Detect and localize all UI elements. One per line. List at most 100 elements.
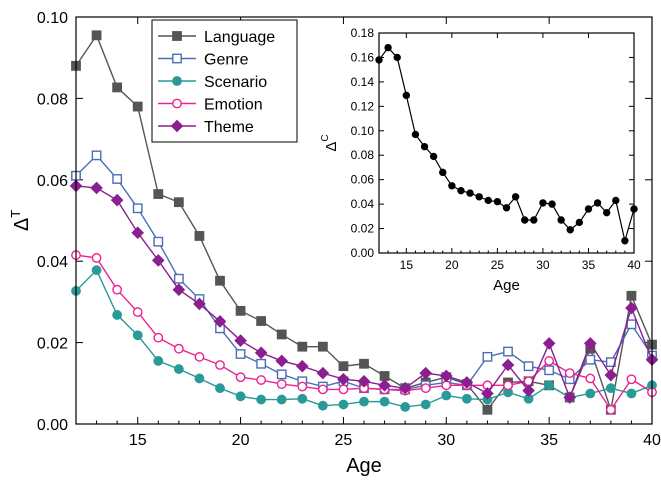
main-data-point xyxy=(605,404,616,415)
main-data-point xyxy=(441,390,452,401)
main-data-point xyxy=(563,391,577,404)
main-data-point xyxy=(605,383,616,394)
main-data-point xyxy=(112,82,123,93)
main-x-tick-label: 15 xyxy=(129,432,147,449)
inset-data-point xyxy=(493,197,502,206)
main-data-point xyxy=(254,346,268,360)
main-data-point xyxy=(297,341,308,352)
main-data-point xyxy=(338,384,349,395)
main-data-point xyxy=(276,379,287,390)
main-data-point xyxy=(583,337,597,350)
inset-y-axis-label-main: Δ xyxy=(323,142,340,152)
inset-data-point xyxy=(384,43,392,52)
main-data-point xyxy=(151,254,165,267)
main-data-point xyxy=(173,364,184,374)
main-frame xyxy=(75,16,653,425)
legend-item-emotion: Emotion xyxy=(158,97,263,114)
main-data-point xyxy=(215,360,225,370)
inset-data-point xyxy=(602,208,611,217)
main-x-tick-label: 30 xyxy=(437,432,455,449)
main-data-point xyxy=(357,374,371,388)
main-data-point xyxy=(132,330,143,341)
main-data-point xyxy=(564,368,575,379)
legend-item-theme: Theme xyxy=(158,119,254,136)
inset-data-point xyxy=(566,226,574,234)
main-data-point xyxy=(585,354,596,365)
inset-data-point xyxy=(411,130,420,139)
inset-data-point xyxy=(393,53,401,62)
main-data-point xyxy=(337,372,350,386)
main-data-point xyxy=(275,354,289,368)
main-data-point xyxy=(132,101,143,112)
inset-y-axis-label-superscript: C xyxy=(320,134,331,141)
legend: Language Genre Scenario Emotion Theme xyxy=(151,19,298,143)
main-data-point xyxy=(91,150,102,161)
main-data-point xyxy=(420,383,431,394)
inset-y-tick-label: 0.02 xyxy=(351,222,375,236)
inset-data-point xyxy=(584,205,593,213)
inset-y-tick-label: 0.06 xyxy=(351,173,375,187)
main-x-tick-label: 35 xyxy=(540,432,558,449)
main-data-point xyxy=(91,253,102,263)
main-data-point xyxy=(501,358,515,372)
main-data-point xyxy=(295,359,309,373)
legend-marker xyxy=(172,53,182,64)
inset-data-point xyxy=(575,218,584,227)
main-data-point xyxy=(194,351,205,362)
main-data-point xyxy=(132,203,143,214)
main-data-point xyxy=(194,373,205,384)
inset-data-point xyxy=(539,199,547,207)
main-data-point xyxy=(173,343,184,354)
main-data-point xyxy=(172,283,186,296)
legend-label: Emotion xyxy=(204,97,263,114)
main-data-point xyxy=(112,284,123,295)
inset-series-group xyxy=(375,43,638,245)
main-series-theme xyxy=(69,179,659,404)
inset-data-point xyxy=(457,186,465,195)
legend-label: Scenario xyxy=(204,74,267,91)
inset-data-point xyxy=(402,91,411,100)
main-data-point xyxy=(398,381,412,395)
inset-data-point xyxy=(466,189,474,197)
main-data-point xyxy=(419,366,433,380)
main-data-point xyxy=(112,174,123,184)
inset-data-point xyxy=(521,216,529,224)
inset-data-point xyxy=(448,182,456,190)
main-data-point xyxy=(132,307,143,317)
main-data-point xyxy=(235,349,246,359)
main-data-point xyxy=(215,383,225,394)
legend-label: Theme xyxy=(204,119,254,136)
inset-data-point xyxy=(612,196,620,205)
main-data-point xyxy=(173,197,184,208)
main-data-point xyxy=(153,236,164,247)
inset-data-point xyxy=(557,216,565,224)
main-data-point xyxy=(420,399,431,410)
main-data-point xyxy=(317,400,328,411)
inset-data-point xyxy=(511,193,520,201)
main-data-point xyxy=(503,346,513,357)
inset-data-point xyxy=(621,237,629,245)
main-data-point xyxy=(153,356,164,366)
main-y-tick-label: 0.00 xyxy=(37,417,68,434)
main-series-emotion xyxy=(71,250,657,415)
main-data-point xyxy=(378,379,391,392)
legend-marker xyxy=(170,119,184,133)
inset-y-tick-label: 0.08 xyxy=(351,148,375,162)
main-data-point xyxy=(173,273,184,284)
main-data-point xyxy=(542,337,556,350)
inset-plot: 15 20 25 30 35 40 0.00 0.02 0.04 0.06 0.08 0.10 0.12… xyxy=(320,26,641,294)
main-data-point xyxy=(297,393,308,404)
main-data-point xyxy=(338,399,349,410)
inset-data-point xyxy=(548,200,556,208)
main-data-point xyxy=(110,193,124,207)
legend-item-language: Language xyxy=(158,29,275,46)
main-data-point xyxy=(193,297,206,311)
main-data-point xyxy=(626,290,637,301)
main-x-tick-label: 20 xyxy=(232,432,250,449)
main-data-point xyxy=(481,387,494,400)
main-data-point xyxy=(256,375,267,385)
main-data-point xyxy=(338,361,349,372)
main-data-point xyxy=(276,394,287,405)
inset-series-line xyxy=(378,46,635,241)
main-y-tick-label: 0.04 xyxy=(37,254,68,271)
